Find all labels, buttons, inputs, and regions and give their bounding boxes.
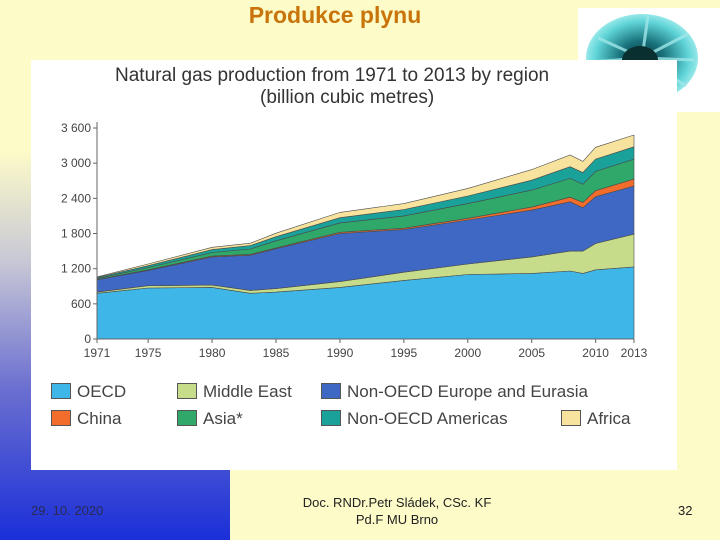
legend-label: Middle East (203, 382, 292, 401)
chart-panel: Natural gas production from 1971 to 2013… (31, 60, 677, 470)
legend-item: Non-OECD Europe and Eurasia (321, 382, 588, 402)
chart-axes: 0 600 1 200 1 800 2 400 3 000 3 600 1971 1975 198… (61, 121, 648, 360)
chart-title: Natural gas production from 1971 to 2013… (115, 65, 550, 86)
legend-item: Non-OECD Americas (321, 409, 508, 429)
x-tick-label: 1971 (84, 346, 111, 360)
chart-legend: OECD Middle East Non-OECD Europe and Euras… (51, 382, 651, 452)
chart-subtitle: (billion cubic metres) (260, 87, 435, 108)
x-tick-label: 1975 (135, 346, 162, 360)
y-tick-label: 1 200 (61, 262, 91, 276)
footer-author-line1: Doc. RNDr.Petr Sládek, CSc. KF (302, 495, 492, 510)
x-tick-label: 1985 (263, 346, 290, 360)
x-tick-label: 1990 (327, 346, 354, 360)
slide-title: Produkce plynu (248, 2, 422, 28)
x-tick-label: 2005 (518, 346, 545, 360)
x-tick-label: 1980 (199, 346, 226, 360)
legend-swatch (51, 383, 71, 399)
x-tick-label: 2010 (582, 346, 609, 360)
footer-author: Doc. RNDr.Petr Sládek, CSc. KF Pd.F MU B… (287, 494, 507, 528)
y-tick-label: 600 (71, 297, 91, 311)
legend-item: OECD (51, 382, 126, 402)
legend-swatch (51, 410, 71, 426)
x-tick-label: 2013 (621, 346, 648, 360)
x-tick-label: 1995 (391, 346, 418, 360)
legend-item: Africa (561, 409, 630, 429)
legend-swatch (321, 383, 341, 399)
legend-label: Non-OECD Europe and Eurasia (347, 382, 588, 401)
legend-swatch (321, 410, 341, 426)
chart-title-block: Natural gas production from 1971 to 2013… (115, 65, 549, 109)
footer-date: 29. 10. 2020 (31, 503, 104, 518)
legend-label: China (77, 409, 122, 428)
legend-item: Middle East (177, 382, 292, 402)
area-chart: 0 600 1 200 1 800 2 400 3 000 3 600 1971 1975 198… (61, 121, 648, 360)
legend-item: China (51, 409, 121, 429)
area-africa (96, 134, 635, 278)
legend-label: Africa (587, 409, 631, 428)
legend-label: Asia* (203, 409, 243, 428)
y-tick-label: 1 800 (61, 227, 91, 241)
y-tick-label: 3 600 (61, 121, 91, 135)
legend-swatch (561, 410, 581, 426)
legend-label: OECD (77, 382, 127, 401)
legend-item: Asia* (177, 409, 243, 429)
footer-author-line2: Pd.F MU Brno (355, 512, 439, 527)
legend-swatch (177, 383, 197, 399)
y-tick-label: 2 400 (61, 191, 91, 205)
x-tick-label: 2000 (454, 346, 481, 360)
area-series-group (96, 134, 635, 340)
y-tick-label: 0 (84, 332, 91, 346)
y-tick-label: 3 000 (61, 156, 91, 170)
page-number: 32 (678, 503, 693, 518)
legend-swatch (177, 410, 197, 426)
legend-label: Non-OECD Americas (347, 409, 508, 428)
